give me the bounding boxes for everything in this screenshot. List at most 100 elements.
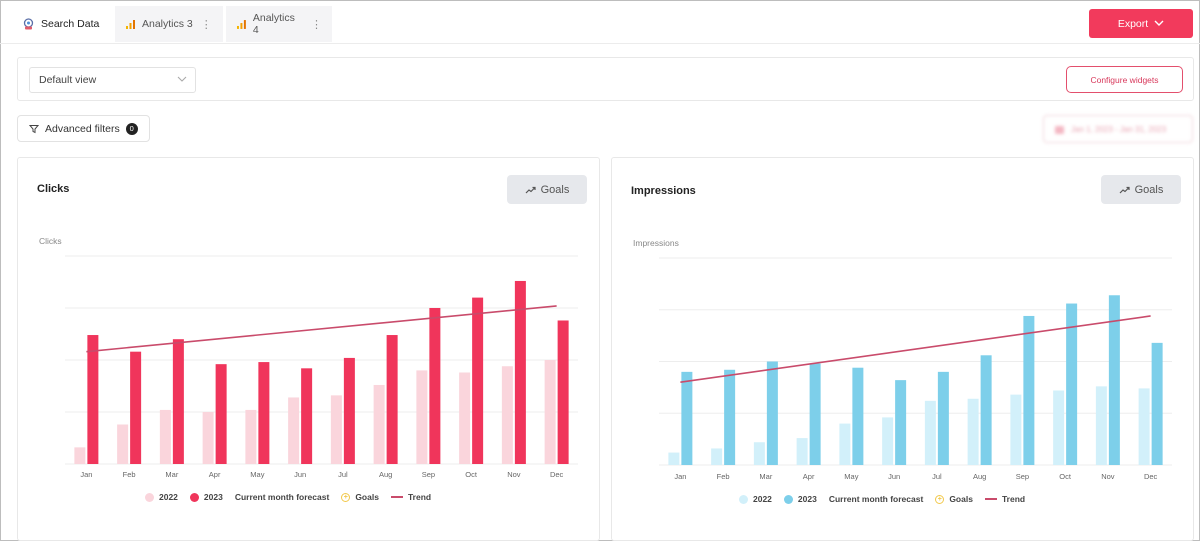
tab-analytics-4[interactable]: Analytics 4 ⋮ xyxy=(226,6,332,42)
legend-item-2022[interactable]: 2022 xyxy=(145,492,178,502)
legend-item-goals[interactable]: + Goals xyxy=(935,494,973,504)
filter-icon xyxy=(29,124,39,133)
trend-line xyxy=(86,305,557,353)
legend-label: 2022 xyxy=(753,494,772,504)
goals-button[interactable]: Goals xyxy=(1101,175,1181,204)
bar-2023-dec xyxy=(557,320,569,464)
bar-2022-jun xyxy=(288,397,300,464)
date-range-picker[interactable]: Jan 1, 2023 - Jan 31, 2023 xyxy=(1043,115,1193,143)
bar-2023-mar xyxy=(172,339,184,464)
goals-icon: + xyxy=(935,494,945,504)
tab-bar: Search Data Analytics 3 ⋮ Analytics 4 ⋮ … xyxy=(0,0,1200,44)
y-axis-label: Impressions xyxy=(633,238,679,248)
bar-2022-may xyxy=(245,409,257,464)
legend-label: Trend xyxy=(1001,494,1026,504)
x-tick-label: Feb xyxy=(717,472,730,481)
clicks-widget: Clicks Goals Clicks Jan Feb Mar Apr May Jun Jul… xyxy=(17,157,600,541)
bar-2023-jul xyxy=(937,371,949,465)
tab-analytics-3[interactable]: Analytics 3 ⋮ xyxy=(115,6,223,42)
bar-2023-jan xyxy=(87,335,99,464)
bar-2023-may xyxy=(852,367,864,465)
legend-label: Current month forecast xyxy=(234,492,330,502)
x-tick-label: Sep xyxy=(1016,472,1029,481)
clicks-chart: Clicks Jan Feb Mar Apr May Jun Jul Aug Sep Oct Nov D… xyxy=(39,236,578,479)
legend-item-forecast[interactable]: Current month forecast xyxy=(829,494,923,504)
bar-chart-icon xyxy=(126,19,135,29)
bar-2023-dec xyxy=(1151,342,1163,465)
legend-item-trend[interactable]: Trend xyxy=(390,492,432,502)
x-tick-label: Apr xyxy=(209,470,221,479)
x-tick-label: Dec xyxy=(550,470,564,479)
impressions-widget: Impressions Goals Impressions Jan Feb Mar Ap… xyxy=(611,157,1194,541)
bar-2022-dec xyxy=(544,360,556,464)
legend-swatch-2022 xyxy=(145,492,154,502)
legend-item-trend[interactable]: Trend xyxy=(984,494,1026,504)
legend-label: 2022 xyxy=(159,492,178,502)
x-tick-label: Dec xyxy=(1144,472,1158,481)
bar-2022-jul xyxy=(330,395,342,464)
bar-2022-sep xyxy=(416,370,428,464)
legend-item-forecast[interactable]: Current month forecast xyxy=(235,492,329,502)
bar-2022-oct xyxy=(459,372,471,464)
search-data-icon xyxy=(23,17,34,29)
filter-count-badge: 0 xyxy=(125,122,138,135)
bar-2022-aug xyxy=(373,384,385,464)
bar-2022-aug xyxy=(967,398,979,465)
bar-2022-may xyxy=(839,423,851,465)
view-select-value: Default view xyxy=(39,74,97,86)
widget-title: Clicks xyxy=(37,183,70,195)
legend-item-goals[interactable]: + Goals xyxy=(341,492,379,502)
y-axis-label: Clicks xyxy=(39,236,62,246)
x-tick-label: Jul xyxy=(932,472,942,481)
export-label: Export xyxy=(1117,17,1149,30)
configure-widgets-button[interactable]: Configure widgets xyxy=(1066,66,1183,93)
x-tick-label: Feb xyxy=(123,470,136,479)
bar-2022-mar xyxy=(159,409,171,464)
chevron-down-icon xyxy=(177,76,187,82)
legend-label: Goals xyxy=(355,492,379,502)
x-tick-label: Sep xyxy=(422,470,435,479)
bar-2023-aug xyxy=(980,355,992,465)
bar-2023-sep xyxy=(1023,315,1035,465)
x-tick-label: Jun xyxy=(888,472,900,481)
legend-label: 2023 xyxy=(797,494,817,504)
bar-2023-nov xyxy=(1108,295,1120,465)
bar-2022-jul xyxy=(924,400,936,465)
bar-2022-sep xyxy=(1010,394,1022,465)
x-tick-label: Mar xyxy=(759,472,772,481)
more-options-icon[interactable]: ⋮ xyxy=(200,18,212,31)
bar-2023-mar xyxy=(766,361,778,465)
legend-label: Current month forecast xyxy=(828,494,924,504)
x-tick-label: May xyxy=(844,472,858,481)
more-options-icon[interactable]: ⋮ xyxy=(311,18,322,31)
bar-2023-nov xyxy=(514,280,526,464)
bar-2022-feb xyxy=(711,448,723,465)
tab-search-data[interactable]: Search Data xyxy=(12,6,112,42)
date-range-value: Jan 1, 2023 - Jan 31, 2023 xyxy=(1071,124,1167,134)
bar-2023-jan xyxy=(681,371,693,465)
widget-title: Impressions xyxy=(631,185,696,197)
x-tick-label: Jan xyxy=(80,470,92,479)
impressions-chart: Impressions Jan Feb Mar Apr May Jun Jul Aug Sep Oc… xyxy=(633,238,1172,481)
bar-2022-apr xyxy=(202,412,214,464)
legend-swatch-2023 xyxy=(783,494,793,504)
advanced-filters-button[interactable]: Advanced filters 0 xyxy=(17,115,150,142)
bar-2023-sep xyxy=(429,308,441,464)
goals-button[interactable]: Goals xyxy=(507,175,587,204)
legend-item-2022[interactable]: 2022 xyxy=(739,494,772,504)
export-button[interactable]: Export xyxy=(1089,9,1193,38)
bar-2023-oct xyxy=(472,297,484,464)
legend-label: Trend xyxy=(407,492,432,502)
goals-label: Goals xyxy=(1134,183,1164,196)
chart-legend: 2022 2023 Current month forecast + Goals … xyxy=(739,494,1025,504)
bar-2023-jun xyxy=(301,368,313,464)
x-tick-label: Jan xyxy=(674,472,686,481)
legend-item-2023[interactable]: 2023 xyxy=(783,494,817,504)
x-tick-label: Jul xyxy=(338,470,348,479)
x-tick-label: Oct xyxy=(1059,472,1072,481)
calendar-icon xyxy=(1055,125,1064,134)
chart-legend: 2022 2023 Current month forecast + Goals … xyxy=(145,492,431,502)
view-select[interactable]: Default view xyxy=(29,67,196,93)
chevron-down-icon xyxy=(1154,20,1164,26)
legend-item-2023[interactable]: 2023 xyxy=(189,492,223,502)
